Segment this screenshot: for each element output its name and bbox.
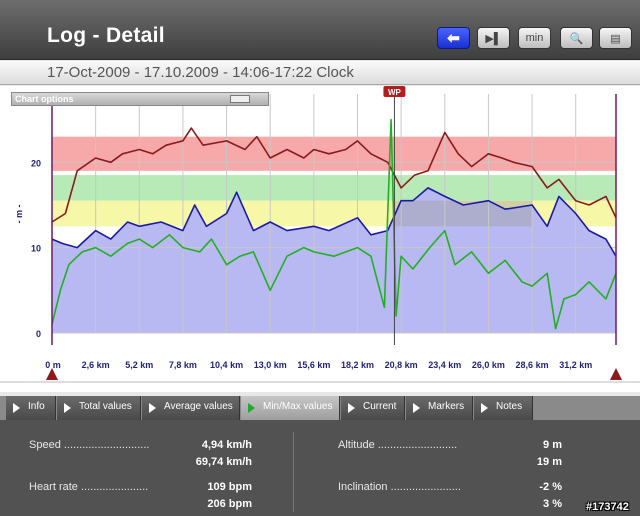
tab-info[interactable]: Info	[6, 396, 56, 420]
tab-average-values[interactable]: Average values	[142, 396, 240, 420]
x-tick-label-1: 2,6 km	[82, 360, 110, 370]
tab-notes[interactable]: Notes	[474, 396, 533, 420]
arrow-right-icon	[13, 403, 20, 413]
title-bar: Log - Detail ⬅ ▶▌ min 🔍 ▤	[0, 0, 640, 60]
tab-min-max-values[interactable]: Min/Max values	[241, 396, 340, 420]
tab-label: Total values	[79, 401, 132, 412]
arrow-right-icon	[248, 403, 255, 413]
x-tick-label-9: 23,4 km	[428, 360, 461, 370]
panel-divider	[293, 432, 294, 512]
tab-bar: Info Total values Average values Min/Max…	[0, 396, 640, 420]
range-start-handle	[46, 368, 58, 380]
x-tick-label-8: 20,8 km	[385, 360, 418, 370]
speed-max: 69,74 km/h	[195, 456, 252, 468]
chart-options-label: Chart options	[15, 94, 74, 104]
range-end-handle	[610, 368, 622, 380]
back-button[interactable]: ⬅	[437, 27, 470, 49]
zone-band-1	[52, 175, 616, 201]
stats-panel	[0, 420, 640, 516]
flag-icon: ▶▌	[485, 32, 502, 45]
page-title: Log - Detail	[47, 24, 165, 47]
arrow-right-icon	[64, 403, 71, 413]
min-scale-icon: min	[525, 32, 544, 44]
x-tick-label-11: 28,6 km	[516, 360, 549, 370]
zoom-button[interactable]: 🔍	[560, 27, 593, 49]
x-tick-label-4: 10,4 km	[210, 360, 243, 370]
time-scale-button[interactable]: min	[518, 27, 551, 49]
y-tick-label-2: 20	[31, 158, 41, 168]
inclination-max: 3 %	[543, 498, 562, 510]
altitude-label: Altitude ..........................	[338, 439, 458, 451]
zone-band-0	[52, 136, 616, 171]
speed-area	[52, 187, 616, 333]
back-arrow-icon: ⬅	[447, 30, 460, 47]
arrow-right-icon	[149, 403, 156, 413]
tab-label: Current	[363, 401, 397, 412]
tab-markers[interactable]: Markers	[406, 396, 473, 420]
magnifier-icon: 🔍	[569, 32, 584, 45]
inclination-label: Inclination .......................	[338, 481, 461, 493]
x-tick-label-0: 0 m	[45, 360, 61, 370]
y-axis-label: - m -	[14, 204, 24, 223]
marker-button[interactable]: ▶▌	[477, 27, 510, 49]
date-range: 17-Oct-2009 - 17.10.2009 - 14:06-17:22 C…	[47, 64, 354, 81]
date-range-bar: 17-Oct-2009 - 17.10.2009 - 14:06-17:22 C…	[0, 61, 640, 85]
tab-current[interactable]: Current	[341, 396, 405, 420]
x-tick-label-12: 31,2 km	[559, 360, 592, 370]
print-button[interactable]: ▤	[599, 27, 632, 49]
altitude-min: 9 m	[543, 439, 562, 451]
tab-label: Notes	[496, 401, 523, 412]
x-tick-label-6: 15,6 km	[297, 360, 330, 370]
tab-label: Markers	[428, 401, 465, 412]
log-chart[interactable]: 0 10 20 - m - WP 0 m 2,6 km 5,2 km 7,8 km 10,4 km…	[0, 86, 640, 392]
chart-options-bar[interactable]: Chart options	[11, 92, 269, 106]
heart-rate-max: 206 bpm	[207, 498, 252, 510]
heart-rate-label: Heart rate ......................	[29, 481, 149, 493]
waypoint-label: WP	[388, 88, 402, 97]
watermark: #173742	[586, 501, 629, 513]
arrow-right-icon	[481, 403, 488, 413]
x-tick-label-2: 5,2 km	[125, 360, 153, 370]
arrow-right-icon	[413, 403, 420, 413]
x-tick-label-3: 7,8 km	[169, 360, 197, 370]
tab-label: Average values	[164, 401, 233, 412]
x-tick-label-5: 13,0 km	[254, 360, 287, 370]
tab-label: Min/Max values	[263, 401, 333, 412]
tab-total-values[interactable]: Total values	[57, 396, 141, 420]
waypoint-badge	[383, 86, 406, 97]
inclination-min: -2 %	[539, 481, 562, 493]
series-line-1	[51, 187, 617, 257]
arrow-right-icon	[348, 403, 355, 413]
speed-label: Speed ............................	[29, 439, 150, 451]
tab-label: Info	[28, 401, 45, 412]
x-tick-label-10: 26,0 km	[472, 360, 505, 370]
printer-icon: ▤	[610, 32, 621, 45]
heart-rate-min: 109 bpm	[207, 481, 252, 493]
series-line-0	[51, 127, 617, 223]
chart-area[interactable]: 0 10 20 - m - WP 0 m 2,6 km 5,2 km 7,8 km 10,4 km…	[0, 86, 640, 392]
x-tick-label-7: 18,2 km	[341, 360, 374, 370]
series-line-2	[51, 118, 617, 330]
y-tick-label-1: 10	[31, 244, 41, 254]
y-tick-label-0: 0	[36, 329, 41, 339]
speed-min: 4,94 km/h	[201, 439, 252, 451]
minimize-icon[interactable]	[230, 95, 250, 103]
altitude-max: 19 m	[536, 456, 562, 468]
